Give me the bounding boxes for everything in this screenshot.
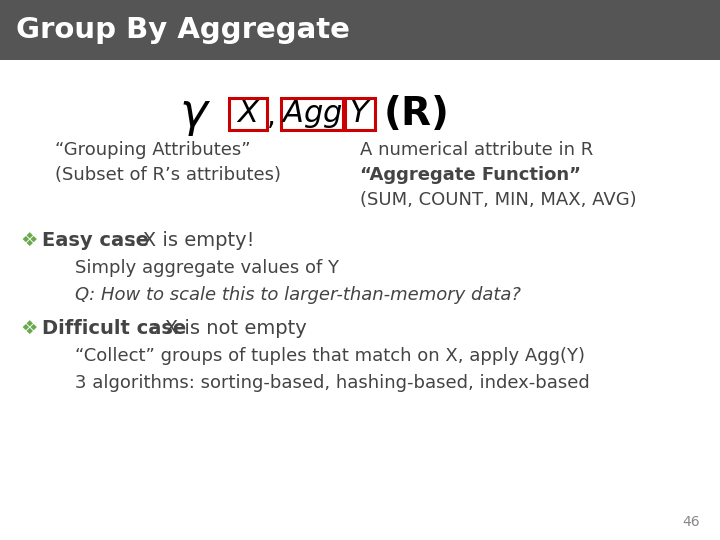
Text: $\mathit{Agg}$: $\mathit{Agg}$ [281,98,343,130]
Text: “Aggregate Function”: “Aggregate Function” [360,166,581,184]
Text: ❖: ❖ [20,319,37,338]
Text: $\mathbf{(R)}$: $\mathbf{(R)}$ [383,94,447,133]
Bar [0,0,720,60]
Text: : X is not empty: : X is not empty [152,319,307,338]
Text: Simply aggregate values of Y: Simply aggregate values of Y [75,259,339,277]
Text: Easy case: Easy case [42,231,149,249]
Text: Group By Aggregate: Group By Aggregate [16,16,350,44]
Bar [281,98,343,130]
Text: A numerical attribute in R: A numerical attribute in R [360,141,593,159]
Text: $\gamma$: $\gamma$ [179,92,211,138]
Text: Difficult case: Difficult case [42,319,186,338]
Text: (Subset of R’s attributes): (Subset of R’s attributes) [55,166,281,184]
Text: “Grouping Attributes”: “Grouping Attributes” [55,141,251,159]
Text: Q: How to scale this to larger-than-memory data?: Q: How to scale this to larger-than-memo… [75,286,521,304]
Text: 46: 46 [683,515,700,529]
Text: $Y$: $Y$ [348,98,372,130]
Text: ❖: ❖ [20,231,37,249]
Bar [345,98,375,130]
Text: (SUM, COUNT, MIN, MAX, AVG): (SUM, COUNT, MIN, MAX, AVG) [360,191,636,209]
Text: $X$: $X$ [235,98,261,130]
Bar [229,98,267,130]
Text: $,$: $,$ [266,105,274,132]
Text: “Collect” groups of tuples that match on X, apply Agg(Y): “Collect” groups of tuples that match on… [75,347,585,365]
Text: 3 algorithms: sorting-based, hashing-based, index-based: 3 algorithms: sorting-based, hashing-bas… [75,374,590,392]
Text: : X is empty!: : X is empty! [130,231,254,249]
